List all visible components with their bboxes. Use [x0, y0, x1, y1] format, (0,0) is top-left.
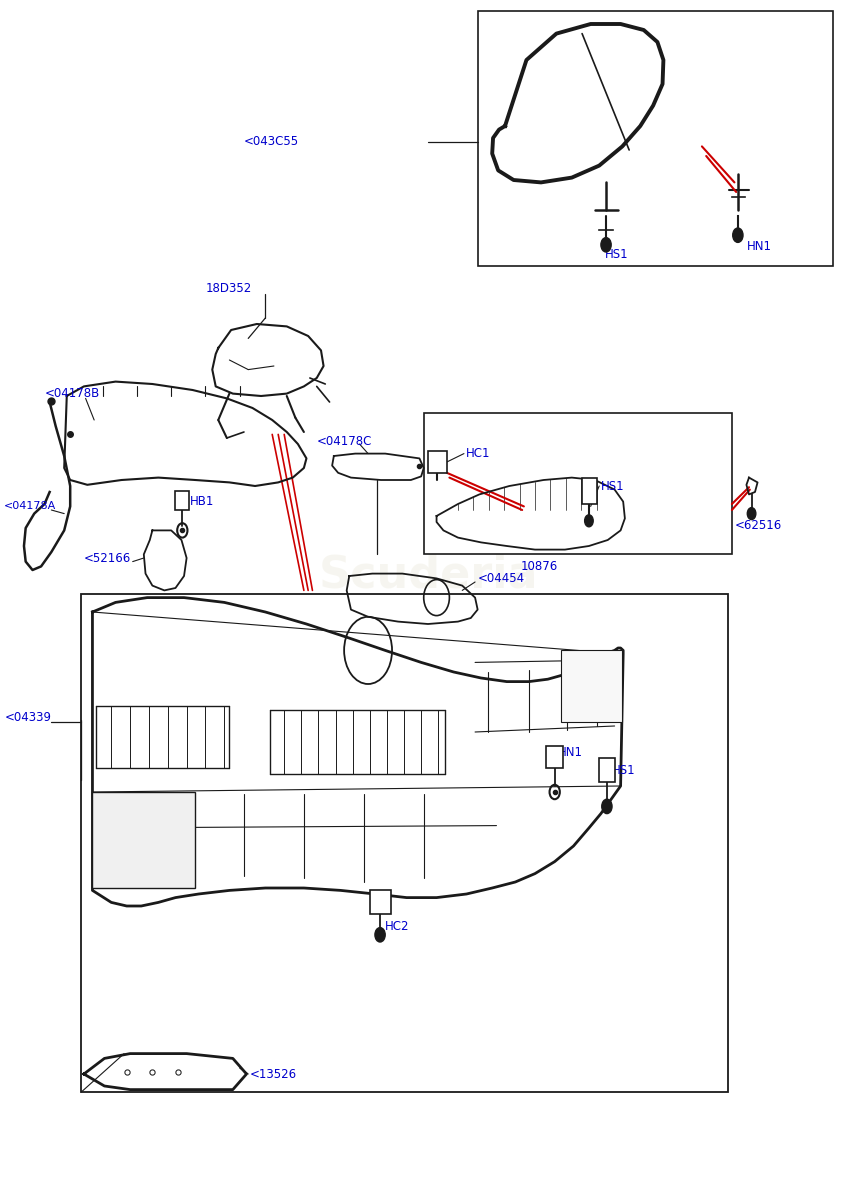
Text: HC2: HC2 [385, 920, 410, 932]
Text: HB1: HB1 [190, 496, 214, 508]
Bar [92, 792, 195, 888]
Text: HN1: HN1 [558, 746, 583, 758]
Circle shape [747, 508, 756, 520]
Circle shape [375, 928, 385, 942]
Bar [370, 890, 391, 914]
Bar [478, 11, 833, 266]
Bar [424, 413, 732, 554]
Text: HN1: HN1 [746, 240, 771, 252]
Text: HS1: HS1 [604, 248, 628, 260]
Bar [582, 478, 597, 504]
Text: <62516: <62516 [734, 520, 782, 532]
Text: <04339: <04339 [4, 712, 51, 724]
Bar [546, 746, 563, 768]
Circle shape [733, 228, 743, 242]
Text: HC1: HC1 [466, 448, 490, 460]
Text: <04178B: <04178B [45, 388, 100, 400]
Bar [428, 451, 447, 473]
Text: HS1: HS1 [612, 764, 636, 776]
Circle shape [585, 515, 593, 527]
Text: <04454: <04454 [478, 572, 525, 584]
Circle shape [602, 799, 612, 814]
Circle shape [601, 238, 611, 252]
Bar [599, 758, 615, 782]
Text: 10876: 10876 [520, 560, 558, 572]
Bar [81, 594, 728, 1092]
Text: Scuderia
car parts: Scuderia car parts [315, 553, 541, 647]
Text: <13526: <13526 [250, 1068, 297, 1080]
Text: HS1: HS1 [601, 480, 625, 492]
Text: <52166: <52166 [84, 552, 131, 564]
Text: <04178C: <04178C [317, 436, 372, 448]
Text: <04178A: <04178A [4, 502, 56, 511]
Text: <043C55: <043C55 [244, 136, 299, 148]
Bar [561, 650, 622, 722]
Text: 18D352: 18D352 [205, 282, 252, 294]
Bar [175, 491, 189, 510]
